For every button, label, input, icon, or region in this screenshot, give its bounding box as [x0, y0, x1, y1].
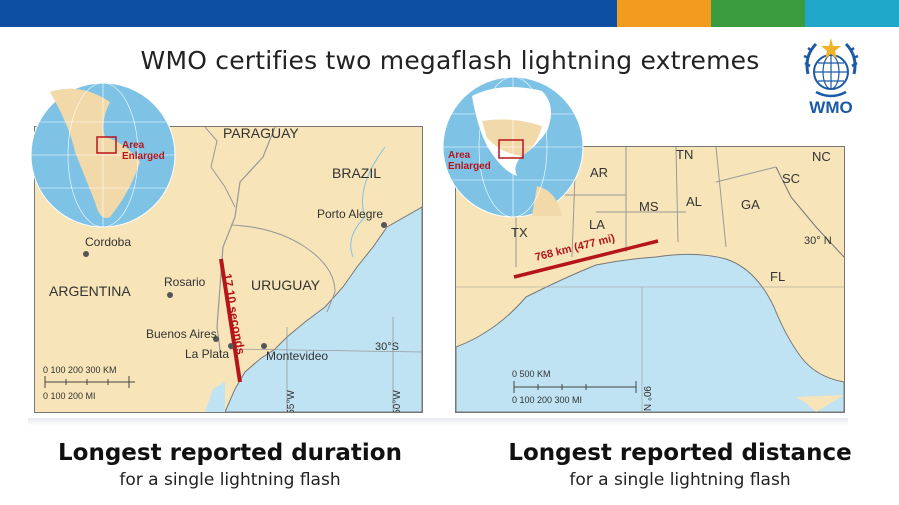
color-bar	[0, 0, 899, 27]
label-fl: FL	[770, 269, 786, 284]
label-porto-alegre: Porto Alegre	[317, 207, 384, 221]
caption-distance: Longest reported distance for a single l…	[470, 440, 890, 490]
label-tn: TN	[676, 147, 694, 162]
globe-north-america: Area Enlarged	[442, 76, 584, 218]
color-bar-blue	[0, 0, 617, 27]
globe-area-label: Area Enlarged	[122, 140, 165, 162]
label-brazil: BRAZIL	[332, 165, 382, 181]
label-la-plata: La Plata	[185, 347, 230, 361]
label-longitude-50w: 50°W	[391, 390, 403, 413]
flash-duration-line	[219, 258, 242, 383]
label-ms: MS	[639, 199, 659, 214]
label-buenos-aires: Buenos Aires	[146, 327, 217, 341]
label-longitude-55w: 55°W	[285, 390, 297, 413]
wmo-logo: WMO	[798, 36, 864, 120]
color-bar-teal	[805, 0, 899, 27]
label-uruguay: URUGUAY	[251, 277, 320, 293]
color-bar-orange	[617, 0, 711, 27]
label-cordoba: Cordoba	[85, 235, 132, 249]
wmo-logo-text: WMO	[809, 98, 853, 117]
label-la: LA	[589, 217, 605, 232]
page-title: WMO certifies two megaflash lightning ex…	[140, 46, 760, 75]
caption-distance-sub: for a single lightning flash	[569, 470, 791, 490]
caption-duration-sub: for a single lightning flash	[119, 470, 341, 490]
globe-south-america-graphic	[30, 82, 176, 228]
globe-area-label: Area Enlarged	[448, 150, 491, 172]
label-ga: GA	[741, 197, 760, 212]
scale-km-label: 0 500 KM	[512, 369, 551, 379]
label-tx: TX	[511, 225, 528, 240]
globe-south-america: Area Enlarged	[30, 82, 176, 228]
label-nc: NC	[812, 149, 831, 164]
label-sc: SC	[782, 171, 801, 186]
caption-duration-heading: Longest reported duration	[58, 440, 402, 466]
label-argentina: ARGENTINA	[49, 283, 131, 299]
scale-mi-label: 0 100 200 MI	[43, 391, 96, 401]
label-montevideo: Montevideo	[266, 349, 329, 363]
label-ar: AR	[590, 165, 609, 180]
label-latitude-30s: 30°S	[375, 341, 399, 353]
color-bar-green	[711, 0, 805, 27]
flash-distance-line	[513, 239, 659, 279]
label-rosario: Rosario	[164, 275, 206, 289]
divider-shadow	[28, 418, 848, 426]
wmo-emblem-icon	[803, 38, 859, 98]
globe-north-america-graphic	[442, 76, 584, 218]
scale-km-label: 0 100 200 300 KM	[43, 365, 117, 375]
caption-distance-heading: Longest reported distance	[508, 440, 852, 466]
caption-duration: Longest reported duration for a single l…	[30, 440, 430, 490]
label-al: AL	[686, 194, 702, 209]
label-longitude-90n: 90° N	[641, 385, 653, 412]
label-latitude-30n: 30° N	[804, 235, 832, 247]
label-paraguay: PARAGUAY	[223, 126, 299, 141]
scale-mi-label: 0 100 200 300 MI	[512, 395, 583, 405]
